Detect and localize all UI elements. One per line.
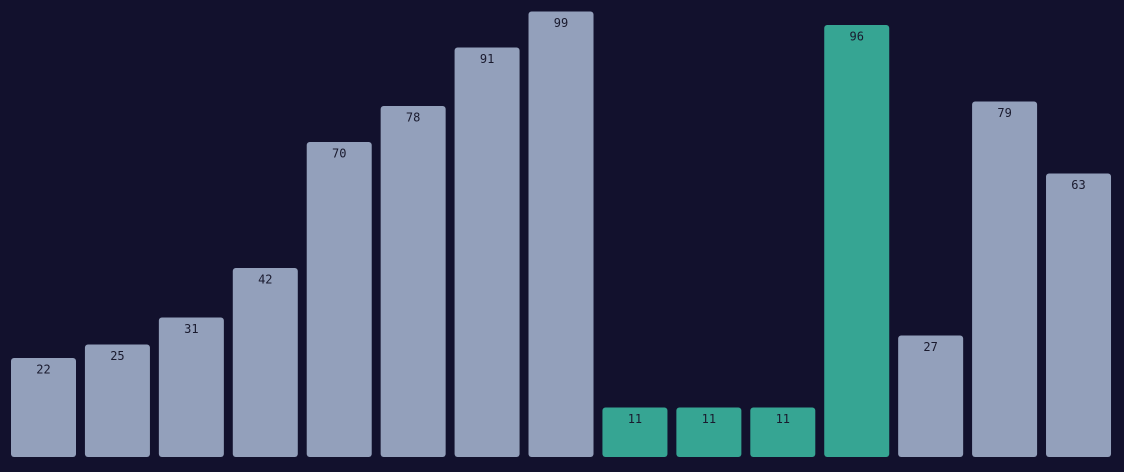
value-label: 78 (406, 111, 420, 125)
value-label: 42 (258, 273, 272, 287)
bar (158, 317, 224, 457)
bar (676, 407, 742, 457)
value-label: 11 (702, 412, 716, 426)
value-label: 99 (554, 16, 568, 30)
value-label: 63 (1071, 178, 1085, 192)
value-label: 25 (110, 349, 124, 363)
value-label: 27 (923, 340, 937, 354)
bar (972, 101, 1038, 457)
bar (84, 344, 150, 457)
bar (898, 335, 964, 457)
bar (380, 106, 446, 457)
value-label: 96 (850, 30, 864, 44)
value-label: 31 (184, 322, 198, 336)
value-label: 70 (332, 147, 346, 161)
value-label: 91 (480, 52, 494, 66)
value-label: 22 (36, 363, 50, 377)
bar (232, 268, 298, 457)
bar (824, 25, 890, 457)
bar (528, 11, 594, 457)
bar (306, 142, 372, 457)
value-label: 11 (776, 412, 790, 426)
value-label: 11 (628, 412, 642, 426)
bar (602, 407, 668, 457)
bar (750, 407, 816, 457)
bar (454, 47, 520, 457)
bar (11, 358, 76, 457)
bar (1046, 173, 1112, 457)
value-label: 79 (997, 106, 1011, 120)
